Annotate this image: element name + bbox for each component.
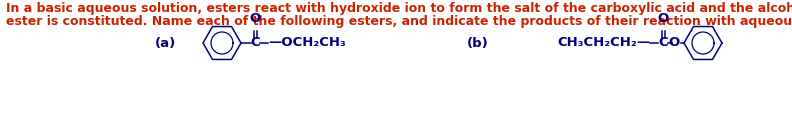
Text: ester is constituted. Name each of the following esters, and indicate the produc: ester is constituted. Name each of the f… — [6, 15, 792, 28]
Text: In a basic aqueous solution, esters react with hydroxide ion to form the salt of: In a basic aqueous solution, esters reac… — [6, 2, 792, 15]
Text: CH₃CH₂CH₂—: CH₃CH₂CH₂— — [557, 37, 650, 50]
Text: C: C — [658, 37, 668, 50]
Text: —OCH₂CH₃: —OCH₂CH₃ — [268, 37, 346, 50]
Text: (a): (a) — [155, 37, 177, 50]
Text: O: O — [658, 12, 669, 25]
Text: O: O — [249, 12, 261, 25]
Text: C: C — [250, 37, 260, 50]
Text: (b): (b) — [467, 37, 489, 50]
Text: O: O — [668, 37, 680, 50]
